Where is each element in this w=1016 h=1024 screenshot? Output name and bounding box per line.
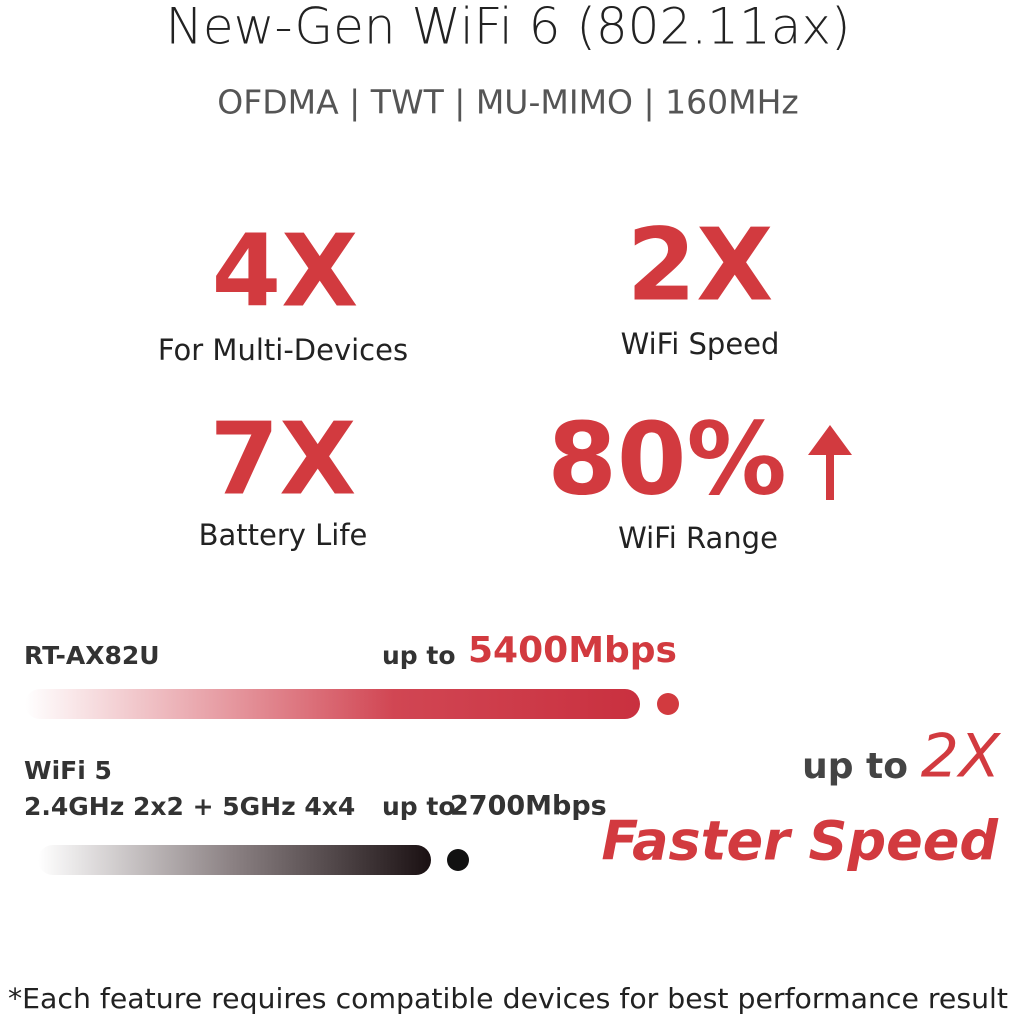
stat-label: WiFi Range bbox=[618, 521, 778, 555]
device-detail: 2.4GHz 2x2 + 5GHz 4x4 bbox=[24, 792, 355, 821]
stat-label: WiFi Speed bbox=[621, 327, 780, 361]
stat-value: 4X bbox=[212, 212, 359, 329]
subtitle: OFDMA | TWT | MU-MIMO | 160MHz bbox=[217, 83, 798, 122]
speed-bar bbox=[38, 845, 431, 875]
stat-value: 2X bbox=[627, 206, 774, 323]
footnote: *Each feature requires compatible device… bbox=[8, 982, 1008, 1015]
stat-label: For Multi-Devices bbox=[158, 333, 408, 367]
dot bbox=[447, 849, 469, 871]
callout-prefix: up to bbox=[802, 746, 908, 787]
stat-value: 7X bbox=[210, 400, 357, 517]
stat-label: Battery Life bbox=[199, 518, 368, 552]
speed-prefix: up to bbox=[382, 641, 456, 670]
up-arrow bbox=[808, 425, 852, 500]
speed: 5400Mbps bbox=[468, 630, 677, 671]
speed-prefix: up to bbox=[382, 792, 456, 821]
title: New-Gen WiFi 6 (802.11ax) bbox=[165, 0, 850, 56]
speed-bar bbox=[25, 689, 640, 719]
stat-value: 80% bbox=[547, 400, 786, 517]
speed: 2700Mbps bbox=[450, 791, 607, 822]
device-name: RT-AX82U bbox=[24, 641, 160, 670]
callout-value: 2X bbox=[921, 722, 1002, 792]
callout-text: Faster Speed bbox=[601, 810, 999, 873]
dot bbox=[657, 693, 679, 715]
device-name: WiFi 5 bbox=[24, 756, 112, 785]
